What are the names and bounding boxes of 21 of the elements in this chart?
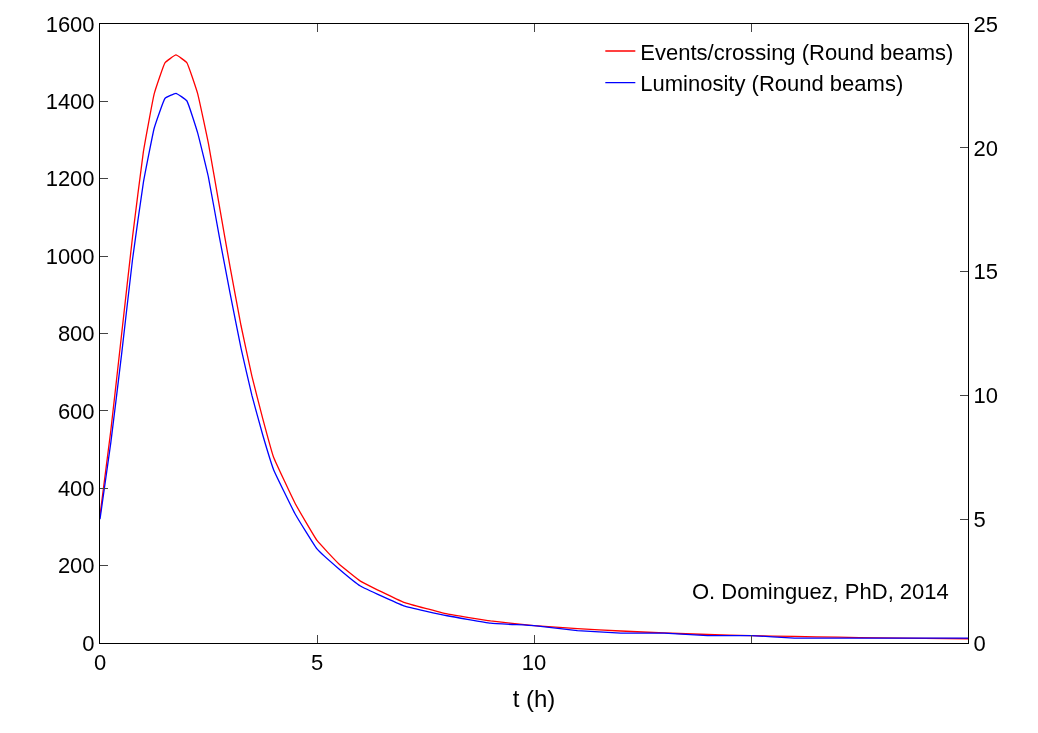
annotation: O. Dominguez, PhD, 2014 [692,579,949,604]
x-tick-label: 5 [310,650,324,676]
y-tick-label: 200 [57,553,95,579]
y-tick-label: 1400 [45,89,95,115]
y-tick-label: 1000 [45,243,95,269]
x-tick-label: 10 [521,650,547,676]
y2-tick-label: 20 [973,135,998,161]
y-tick-label: 1600 [45,11,95,37]
y2-tick-label: 0 [973,630,986,656]
y2-tick-label: 15 [973,259,998,285]
y2-tick-label: 25 [973,11,998,37]
y2-tick-label: 10 [973,383,998,409]
legend-label: Events/crossing (Round beams) [640,39,954,65]
y2-tick-label: 5 [973,506,986,532]
y-tick-label: 600 [57,398,95,424]
x-axis-title: t (h) [512,684,556,712]
y-tick-label: 0 [82,630,95,656]
legend-label: Luminosity (Round beams) [640,71,904,97]
y-tick-label: 800 [57,321,95,347]
y-tick-label: 1200 [45,166,95,192]
y-tick-label: 400 [57,475,95,501]
